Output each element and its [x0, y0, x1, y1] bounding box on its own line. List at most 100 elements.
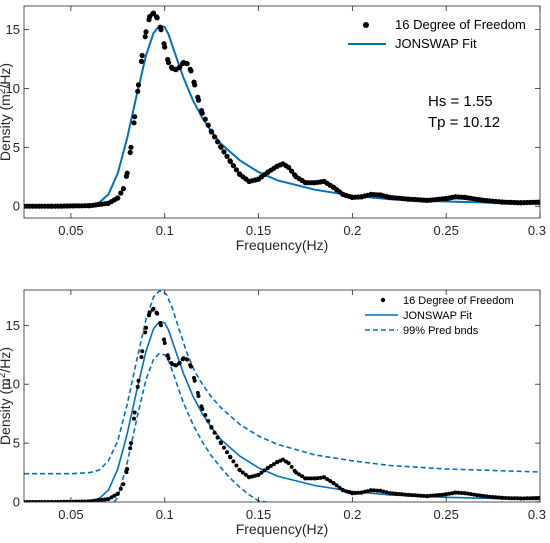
data-point	[406, 492, 411, 497]
plot-area	[24, 290, 540, 502]
data-point	[390, 491, 395, 496]
data-point	[31, 500, 35, 502]
data-point	[456, 490, 461, 495]
y-tick-label: 10	[6, 377, 20, 392]
legend-label-16-dof: 16 Degree of Freedom	[395, 17, 526, 32]
data-point	[237, 468, 242, 473]
data-point	[136, 378, 141, 383]
x-tick-label: 0.05	[58, 507, 83, 522]
data-point	[256, 472, 261, 477]
legend-label-pred-bnds: 99% Pred bnds	[403, 325, 479, 337]
data-point	[271, 462, 276, 467]
data-point	[515, 496, 520, 501]
data-point	[188, 68, 194, 74]
data-point	[362, 489, 367, 494]
data-point	[189, 364, 193, 369]
data-point	[421, 493, 426, 498]
y-tick-label: 0	[13, 199, 20, 214]
data-point	[71, 499, 76, 502]
data-point	[131, 120, 137, 126]
data-point	[125, 467, 130, 471]
data-point	[425, 494, 430, 499]
legend-label-jonswap: JONSWAP Fit	[403, 310, 472, 322]
data-point	[59, 499, 64, 502]
data-point	[337, 485, 342, 490]
data-point	[500, 495, 505, 500]
data-point	[159, 323, 163, 328]
data-point	[177, 361, 182, 365]
data-point	[118, 486, 123, 491]
data-point	[166, 356, 171, 361]
data-point	[286, 164, 292, 170]
data-point	[359, 490, 364, 495]
y-tick-label: 5	[13, 140, 20, 155]
data-point	[195, 97, 202, 103]
data-point	[170, 362, 175, 367]
series-group	[24, 10, 540, 209]
data-point	[381, 489, 386, 494]
data-point	[28, 500, 32, 502]
data-point	[121, 482, 126, 487]
data-point	[221, 149, 227, 155]
data-point	[289, 168, 295, 174]
x-tick-label: 0.1	[156, 507, 174, 522]
data-point	[140, 349, 145, 354]
data-point	[309, 476, 314, 481]
data-point	[192, 378, 197, 383]
data-point	[472, 492, 476, 497]
y-tick-label: 15	[6, 318, 20, 333]
data-point	[80, 499, 85, 502]
data-point	[128, 446, 133, 451]
data-point	[356, 490, 361, 495]
data-point	[212, 430, 217, 435]
series-dots-16-dof	[24, 10, 540, 209]
data-point	[139, 355, 144, 360]
data-point	[96, 498, 101, 502]
data-point	[444, 492, 449, 497]
data-point	[99, 497, 104, 502]
data-point	[199, 110, 205, 116]
data-point	[90, 499, 95, 502]
data-point	[129, 441, 133, 446]
data-point	[138, 58, 145, 64]
data-point	[434, 493, 439, 498]
data-point	[127, 149, 133, 156]
x-tick-label: 0.3	[528, 507, 546, 522]
data-point	[375, 488, 380, 493]
data-point	[297, 472, 302, 477]
plot-area	[24, 6, 540, 218]
data-point	[402, 492, 407, 497]
series-dots-16-dof	[24, 306, 540, 502]
x-tick-label: 0.25	[434, 223, 459, 238]
data-point	[158, 27, 164, 33]
data-point	[484, 494, 489, 499]
data-point	[143, 29, 149, 35]
data-point	[209, 129, 215, 135]
y-tick-label: 0	[13, 495, 20, 510]
data-point	[393, 491, 398, 496]
series-group	[24, 290, 540, 502]
data-point	[481, 494, 486, 499]
data-point	[453, 490, 458, 495]
y-tick-label: 10	[6, 81, 20, 96]
x-tick-label: 0.15	[246, 223, 271, 238]
data-point	[87, 499, 92, 502]
data-point	[46, 500, 50, 502]
data-point	[106, 497, 111, 502]
data-point	[409, 493, 414, 498]
data-point	[224, 153, 230, 159]
data-point	[228, 455, 233, 460]
data-point	[139, 52, 145, 59]
data-point	[250, 474, 255, 479]
data-point	[334, 483, 339, 488]
data-point	[478, 493, 482, 498]
data-point	[437, 493, 442, 497]
data-point	[212, 134, 218, 140]
data-point	[503, 496, 508, 500]
data-point	[262, 468, 267, 473]
data-point	[53, 500, 58, 502]
data-point	[399, 492, 404, 497]
data-point	[384, 490, 389, 495]
data-point	[522, 496, 527, 501]
data-point	[40, 500, 44, 502]
